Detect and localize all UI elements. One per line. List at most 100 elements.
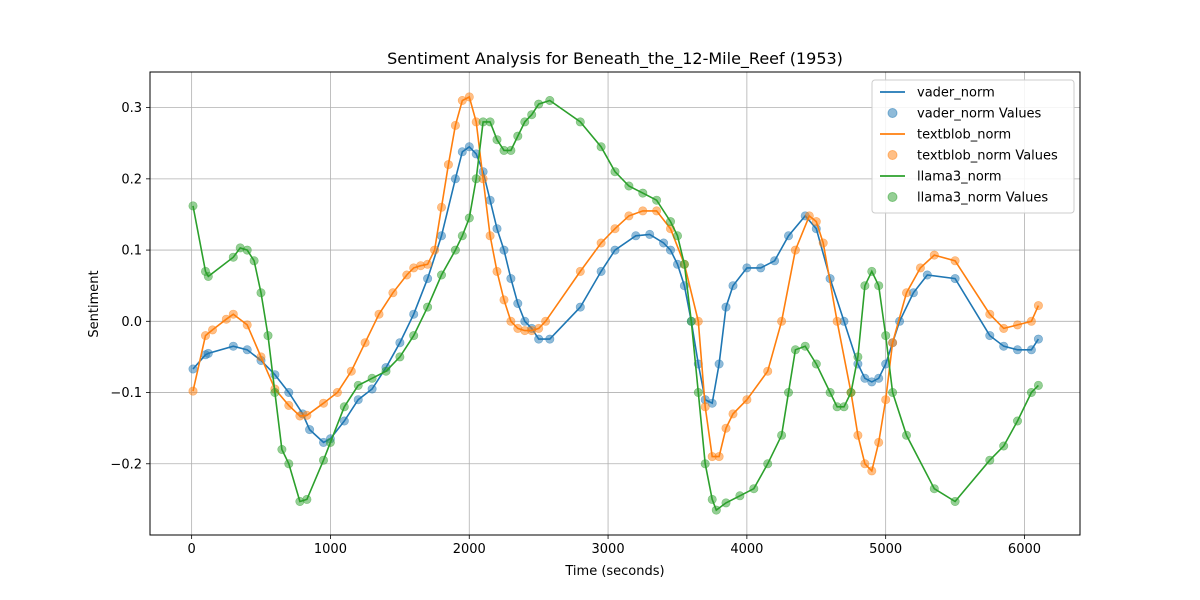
llama3_norm-point — [188, 201, 198, 211]
textblob_norm-point — [318, 398, 328, 408]
vader_norm-point — [867, 377, 877, 387]
textblob_norm-point — [388, 288, 398, 298]
llama3_norm-point — [749, 484, 759, 494]
llama3_norm-point — [860, 281, 870, 291]
vader_norm-point — [575, 302, 585, 312]
textblob_norm-point — [985, 309, 995, 319]
llama3_norm-point — [395, 352, 405, 362]
vader_norm-point — [999, 341, 1009, 351]
vader_norm-point — [756, 263, 766, 273]
vader_norm-point — [596, 266, 606, 276]
vader_norm-point — [284, 387, 294, 397]
llama3_norm-point — [492, 135, 502, 145]
legend-item: textblob_norm Values — [887, 149, 1058, 164]
llama3_norm-point — [929, 484, 939, 494]
llama3_norm-point — [575, 117, 585, 127]
llama3_norm-point — [624, 181, 634, 191]
textblob_norm-point — [999, 323, 1009, 333]
textblob_norm-point — [888, 338, 898, 348]
textblob_norm-point — [423, 259, 433, 269]
llama3_norm-point — [700, 459, 710, 469]
x-tick-label: 3000 — [592, 542, 625, 557]
llama3_norm-point — [846, 387, 856, 397]
textblob_norm-point — [256, 352, 266, 362]
legend-item: textblob_norm — [880, 128, 1011, 143]
textblob_norm-point — [714, 452, 724, 462]
llama3_norm-point — [513, 131, 523, 141]
llama3_norm-point — [800, 341, 810, 351]
vader_norm-point — [395, 338, 405, 348]
textblob_norm-point — [832, 316, 842, 326]
legend-label: llama3_norm Values — [917, 191, 1048, 206]
legend-item: llama3_norm — [880, 170, 1002, 185]
llama3_norm-point — [783, 387, 793, 397]
textblob_norm-point — [950, 256, 960, 266]
textblob_norm-point — [1033, 301, 1043, 311]
textblob_norm-point — [464, 92, 474, 102]
vader_norm-point — [665, 245, 675, 255]
llama3_norm-point — [325, 437, 335, 447]
textblob_norm-point — [853, 430, 863, 440]
vader_norm-point — [423, 274, 433, 284]
textblob_norm-point — [721, 423, 731, 433]
textblob_norm-point — [436, 202, 446, 212]
y-tick-label: −0.1 — [110, 386, 142, 401]
textblob_norm-point — [881, 395, 891, 405]
textblob_norm-point — [221, 314, 231, 324]
textblob_norm-line — [192, 95, 1040, 473]
llama3_norm-point — [686, 316, 696, 326]
llama3_norm-point — [353, 380, 363, 390]
legend-label: vader_norm — [917, 86, 995, 101]
vader_norm-point — [874, 373, 884, 383]
plot-frame — [149, 71, 1081, 536]
llama3_norm-point — [242, 245, 252, 255]
textblob_norm-point — [624, 211, 634, 221]
textblob_norm-point — [638, 206, 648, 216]
vader_norm-point — [1012, 345, 1022, 355]
y-tick-label: 0.0 — [121, 315, 142, 330]
vader_norm-point — [188, 364, 198, 374]
y-tick-label: 0.1 — [121, 244, 142, 259]
textblob_norm-point — [208, 325, 218, 335]
textblob_norm-point — [450, 120, 460, 130]
vader_norm-point — [721, 302, 731, 312]
llama3_norm-point — [284, 459, 294, 469]
y-tick-label: 0.3 — [121, 101, 142, 116]
vader_norm-point — [922, 270, 932, 280]
llama3_norm-point — [464, 213, 474, 223]
llama3_norm-point — [545, 96, 555, 106]
x-tick-label: 2000 — [453, 542, 486, 557]
textblob_norm-point — [700, 402, 710, 412]
llama3_norm-point — [436, 270, 446, 280]
llama3_norm-point — [901, 430, 911, 440]
x-tick-label: 5000 — [869, 542, 902, 557]
llama3_norm-point — [450, 245, 460, 255]
llama3_norm-point — [367, 373, 377, 383]
textblob_norm-point — [742, 395, 752, 405]
y-tick-label: 0.2 — [121, 172, 142, 187]
x-tick-label: 4000 — [730, 542, 763, 557]
legend-marker-swatch — [887, 108, 898, 118]
legend-label: textblob_norm — [917, 128, 1011, 143]
vader_norm-point — [783, 231, 793, 241]
vader_norm-point — [545, 334, 555, 344]
vader_norm-point — [305, 425, 315, 435]
vader_norm-point — [436, 231, 446, 241]
vader_norm-point — [714, 359, 724, 369]
llama3_norm-point — [506, 145, 516, 155]
textblob_norm-point — [804, 211, 814, 221]
vader_norm-point — [742, 263, 752, 273]
legend-marker-swatch — [887, 192, 898, 202]
llama3_norm-point — [888, 387, 898, 397]
legend-item: llama3_norm Values — [887, 191, 1048, 206]
textblob_norm-point — [1026, 316, 1036, 326]
vader_norm-point — [353, 395, 363, 405]
vader_norm-point — [492, 224, 502, 234]
vader_norm-point — [450, 174, 460, 184]
llama3_norm-point — [409, 331, 419, 341]
llama3_norm-point — [693, 387, 703, 397]
chart-title: Sentiment Analysis for Beneath_the_12-Mi… — [387, 49, 843, 69]
textblob_norm-point — [443, 160, 453, 170]
